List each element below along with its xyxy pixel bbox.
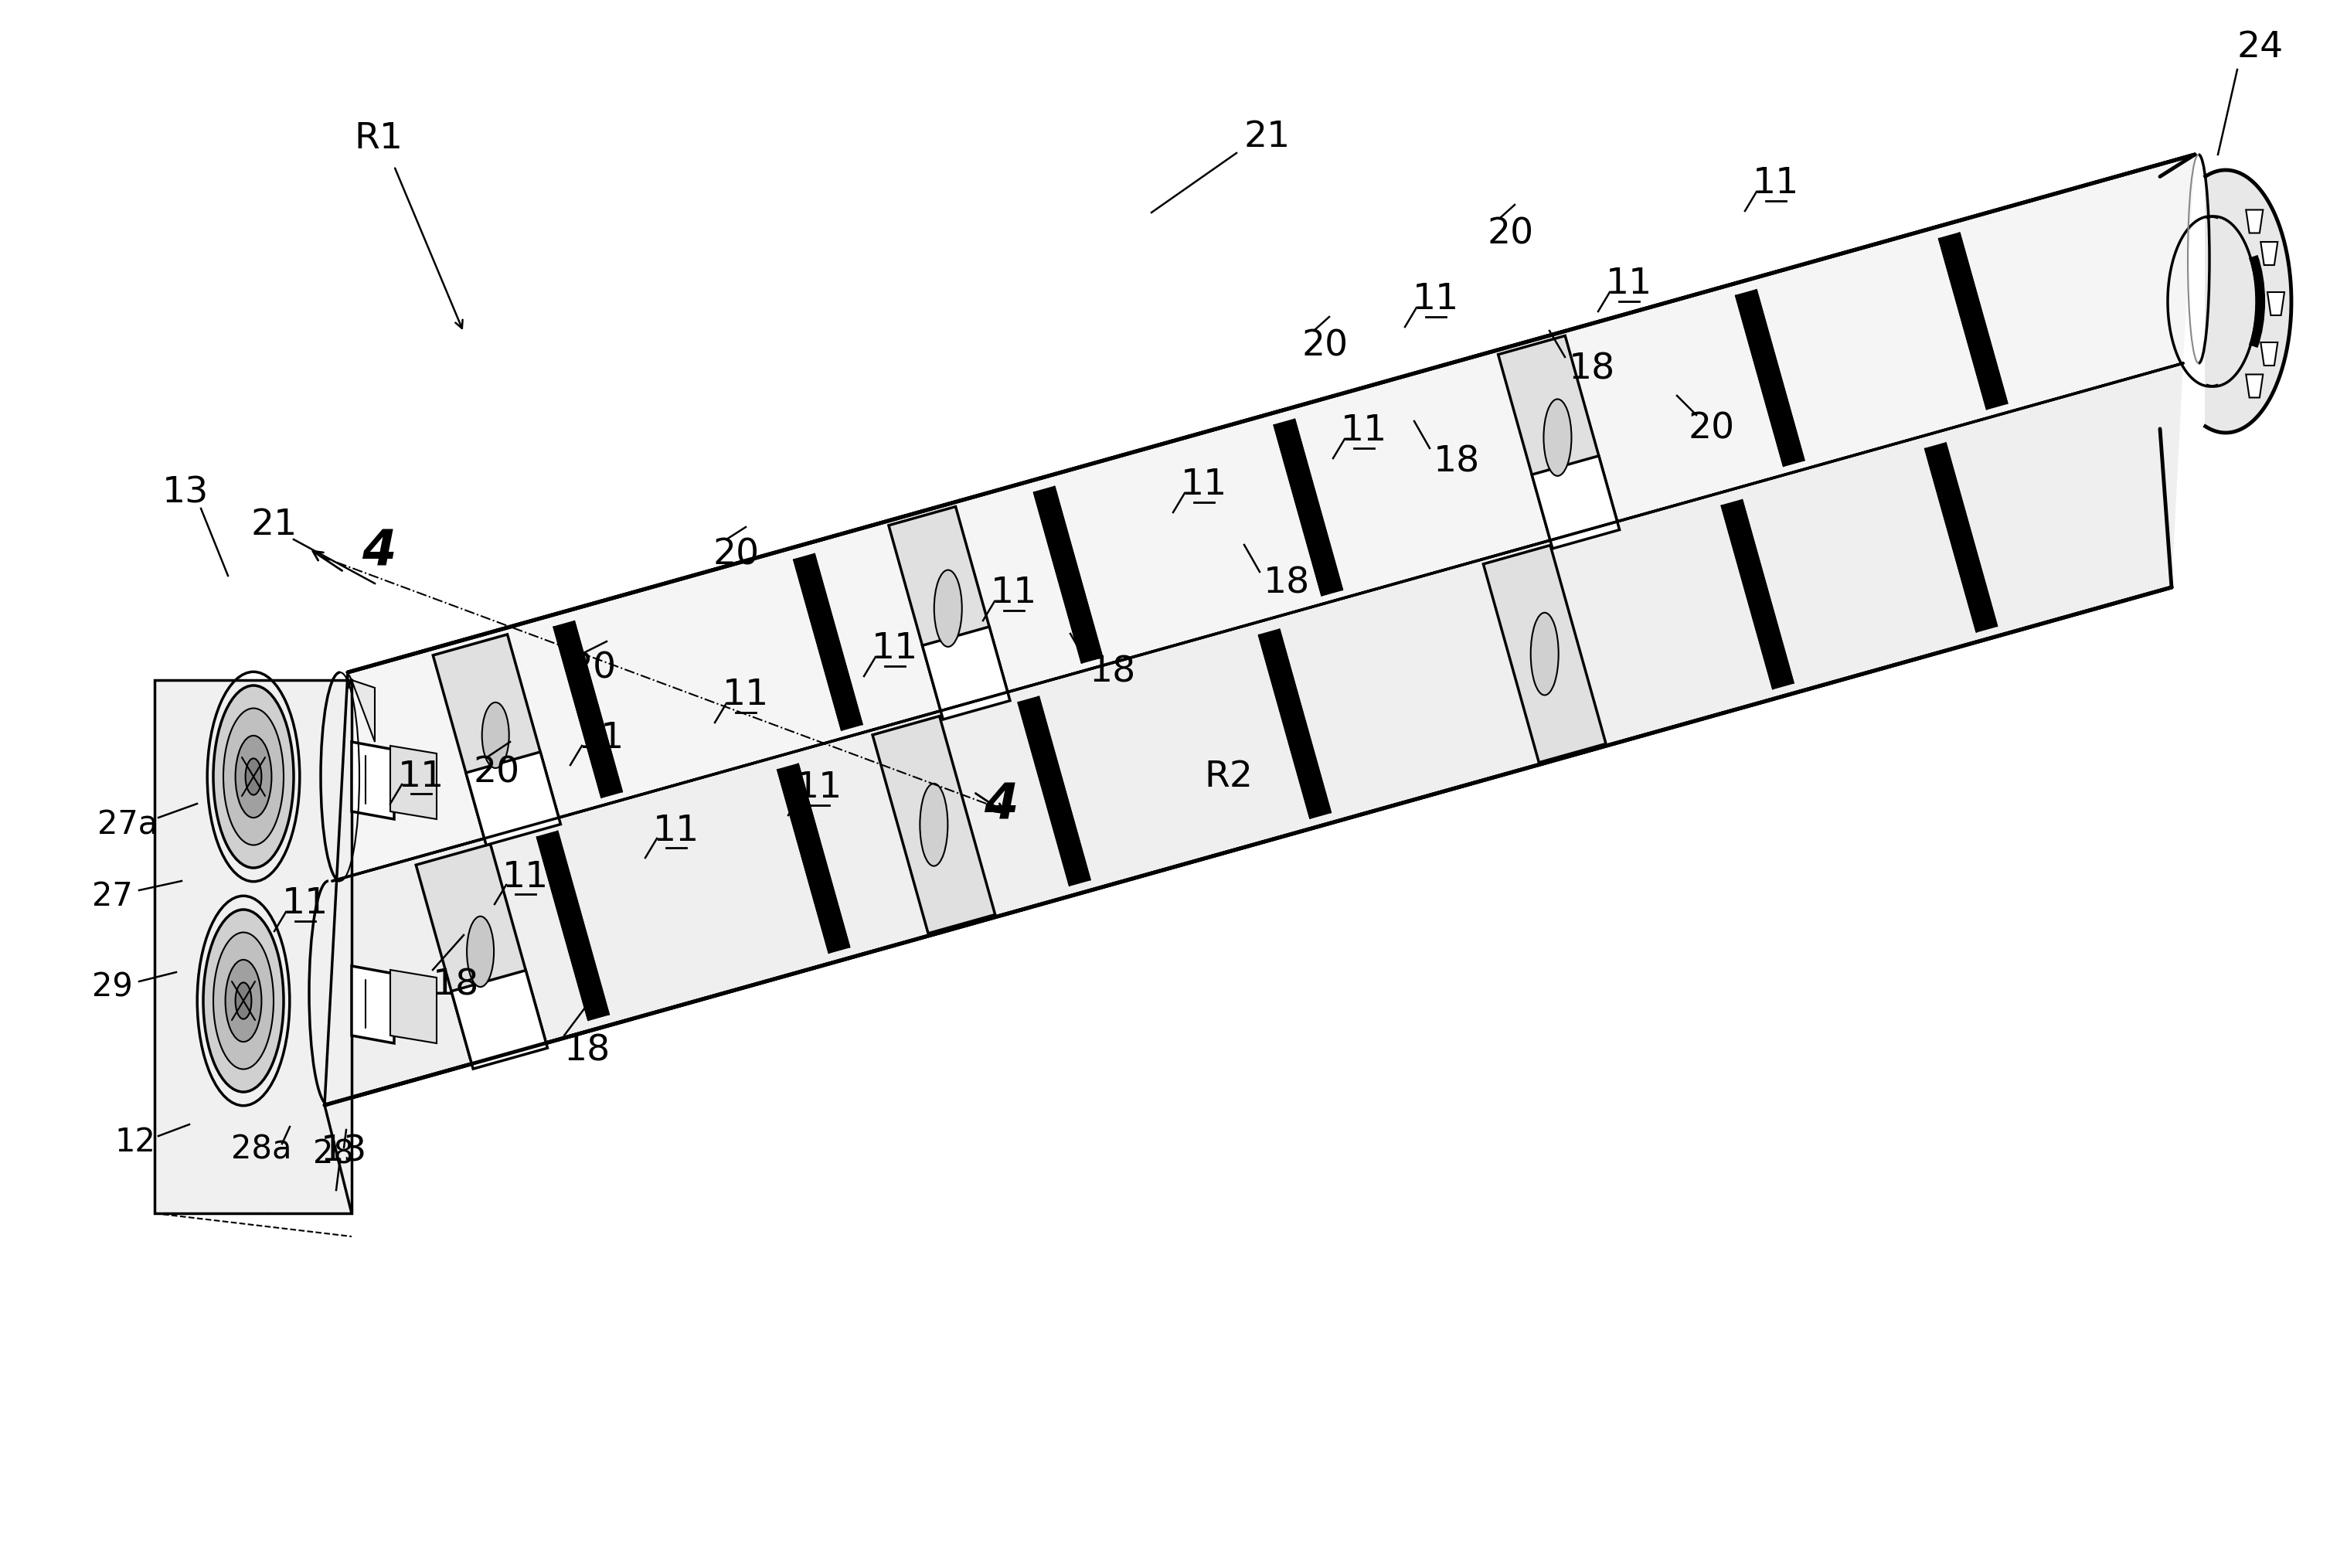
Ellipse shape: [214, 685, 294, 867]
Ellipse shape: [235, 983, 252, 1019]
Text: 4: 4: [983, 781, 1018, 829]
Text: 21: 21: [252, 508, 298, 543]
Text: 11: 11: [990, 575, 1037, 612]
Polygon shape: [352, 966, 394, 1043]
Text: 18: 18: [1090, 655, 1137, 690]
Polygon shape: [1258, 629, 1330, 818]
Polygon shape: [1925, 442, 1997, 632]
Text: 18: 18: [564, 1033, 610, 1068]
Text: 11: 11: [871, 632, 918, 666]
Text: 20: 20: [1487, 216, 1533, 251]
Text: R2: R2: [1205, 759, 1254, 793]
Text: 29: 29: [91, 972, 133, 1004]
Polygon shape: [2246, 375, 2262, 398]
Text: 20: 20: [571, 651, 617, 685]
Polygon shape: [1498, 561, 1570, 751]
Text: 11: 11: [1605, 267, 1652, 301]
Polygon shape: [433, 635, 559, 836]
Polygon shape: [536, 831, 608, 1021]
Text: 18: 18: [1568, 351, 1615, 387]
Polygon shape: [555, 621, 622, 798]
Polygon shape: [923, 627, 1009, 720]
Polygon shape: [2267, 292, 2283, 315]
Text: 27: 27: [91, 880, 133, 913]
Text: 18: 18: [1263, 566, 1309, 601]
Ellipse shape: [920, 784, 948, 866]
Text: 28: 28: [312, 1137, 354, 1170]
Text: 20: 20: [713, 538, 760, 572]
Ellipse shape: [235, 735, 273, 817]
Polygon shape: [2260, 241, 2279, 265]
Text: 20: 20: [1302, 329, 1349, 364]
Text: 11: 11: [398, 759, 445, 793]
Polygon shape: [795, 554, 862, 731]
Polygon shape: [2207, 169, 2290, 433]
Polygon shape: [1484, 546, 1605, 762]
Polygon shape: [1498, 336, 1617, 539]
Polygon shape: [778, 764, 850, 953]
Ellipse shape: [203, 909, 284, 1091]
Polygon shape: [1275, 419, 1342, 596]
Polygon shape: [389, 971, 436, 1043]
Polygon shape: [1939, 232, 2008, 409]
Text: 11: 11: [652, 814, 699, 848]
Text: 11: 11: [282, 887, 329, 922]
Text: R1: R1: [354, 122, 403, 157]
Text: 11: 11: [503, 859, 550, 894]
Polygon shape: [352, 742, 394, 818]
Text: 11: 11: [1340, 414, 1386, 448]
Polygon shape: [1018, 696, 1090, 886]
Polygon shape: [1722, 500, 1794, 688]
Polygon shape: [352, 681, 375, 742]
Ellipse shape: [934, 571, 962, 646]
Text: 27a: 27a: [98, 809, 158, 842]
Polygon shape: [871, 717, 995, 933]
Text: 18: 18: [433, 967, 480, 1002]
Text: 11: 11: [1181, 467, 1228, 503]
Text: 11: 11: [1412, 282, 1459, 317]
Text: 11: 11: [797, 771, 843, 806]
Polygon shape: [154, 681, 352, 1214]
Polygon shape: [389, 746, 436, 818]
Text: 20: 20: [1689, 411, 1736, 447]
Ellipse shape: [466, 916, 494, 986]
Text: 13: 13: [322, 1134, 368, 1168]
Polygon shape: [1035, 486, 1102, 663]
Polygon shape: [324, 364, 2183, 1105]
Text: 12: 12: [114, 1126, 156, 1159]
Polygon shape: [1531, 456, 1619, 549]
Ellipse shape: [245, 759, 261, 795]
Text: 13: 13: [163, 475, 210, 511]
Polygon shape: [1514, 351, 1582, 528]
Text: 21: 21: [1244, 121, 1291, 155]
Text: 28a: 28a: [231, 1134, 291, 1167]
Polygon shape: [417, 844, 545, 1058]
Polygon shape: [466, 753, 562, 845]
Text: 18: 18: [1433, 445, 1480, 480]
Ellipse shape: [1545, 400, 1570, 477]
Polygon shape: [2246, 210, 2262, 234]
Ellipse shape: [1531, 613, 1559, 695]
Polygon shape: [333, 155, 2195, 881]
Text: 11: 11: [578, 721, 624, 756]
Text: 20: 20: [473, 756, 520, 790]
Polygon shape: [1736, 290, 1803, 466]
Text: 24: 24: [2237, 30, 2283, 66]
Polygon shape: [452, 971, 548, 1069]
Ellipse shape: [224, 709, 284, 845]
Ellipse shape: [482, 702, 508, 768]
Polygon shape: [888, 506, 1007, 710]
Polygon shape: [2260, 342, 2279, 365]
Text: 11: 11: [1752, 166, 1799, 201]
Text: 11: 11: [722, 677, 769, 713]
Ellipse shape: [226, 960, 261, 1041]
Ellipse shape: [214, 933, 273, 1069]
Text: 4: 4: [361, 528, 396, 577]
